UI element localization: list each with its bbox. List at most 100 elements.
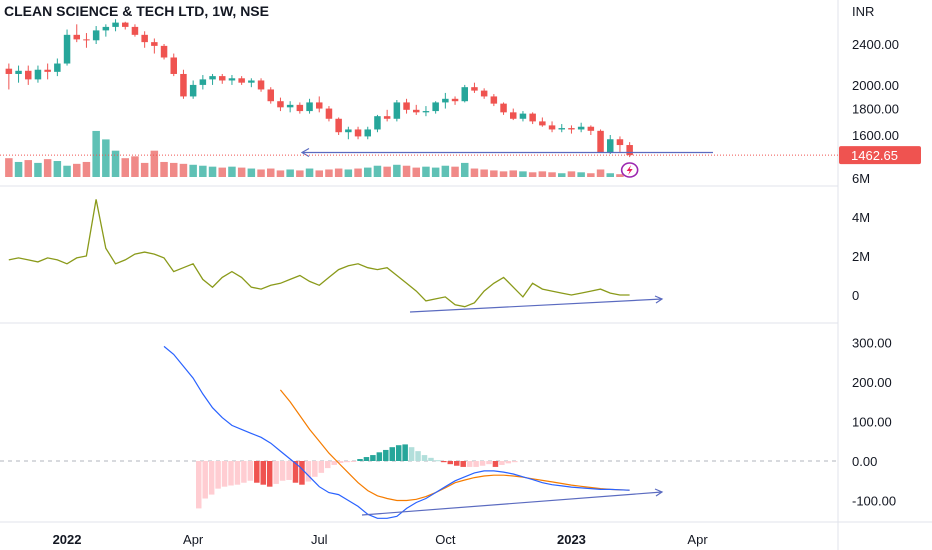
macd-histogram-bar (376, 452, 383, 461)
candle-body (219, 76, 226, 81)
volume-bar (170, 162, 178, 177)
candle (393, 100, 401, 122)
volume-bar (53, 161, 62, 177)
candle (25, 65, 32, 85)
macd-histogram-bar (460, 461, 466, 467)
price-axis: 2400.00 2000.00 1800.00 1600.00 (852, 37, 899, 143)
candle-body (92, 30, 100, 41)
candle (296, 102, 304, 114)
candle (587, 125, 595, 135)
volume-bar (237, 167, 246, 177)
candle (616, 136, 624, 153)
last-price-label: 1462.65 (851, 148, 898, 163)
lightning-icon[interactable] (620, 162, 639, 178)
volume-bar (470, 168, 479, 177)
macd-histogram-bar (447, 461, 454, 465)
time-axis-label: Jul (311, 532, 328, 547)
candle-body (277, 101, 284, 108)
candle (413, 104, 420, 115)
candle (238, 76, 245, 85)
volume-bar (461, 162, 469, 177)
volume-bar (121, 158, 129, 177)
volume-bar (150, 150, 159, 177)
candle-body (374, 116, 381, 130)
volume-bar (480, 169, 488, 177)
volume-bar (499, 171, 508, 177)
candle-body (25, 70, 32, 80)
candle (316, 96, 323, 113)
macd-histogram-bar (499, 461, 505, 465)
macd-histogram-bar (260, 461, 266, 485)
candle (510, 108, 517, 121)
candle-body (616, 139, 624, 146)
candle-body (73, 34, 80, 40)
volume-bar (102, 139, 110, 177)
volume-bar (422, 166, 430, 177)
macd-histogram-bar (215, 461, 221, 489)
macd-axis-label: 0.00 (852, 454, 877, 469)
volume-bar (596, 169, 605, 177)
candle-body (228, 78, 236, 81)
candle-body (383, 116, 391, 119)
macd-histogram-bar (389, 447, 395, 461)
macd-histogram-bar (512, 461, 518, 463)
candle (83, 33, 90, 48)
volume-bar (373, 165, 382, 177)
volume-bars (5, 130, 634, 177)
volume-bar (402, 165, 411, 177)
candle-body (597, 130, 604, 153)
macd-histogram-bar (337, 461, 344, 463)
macd-histogram-bar (350, 461, 357, 462)
volume-bar (179, 163, 188, 177)
candle (54, 58, 61, 77)
macd-histogram-bar (473, 461, 479, 467)
candle-body (510, 112, 517, 119)
candle (451, 96, 459, 105)
macd-axis-label: -100.00 (852, 494, 896, 509)
macd-histogram-bar (395, 445, 402, 461)
macd-histogram-bar (254, 461, 260, 483)
macd-trendline-arrow (654, 488, 664, 497)
volume-bar (82, 161, 91, 177)
macd-histogram-bar (454, 461, 460, 466)
candle-body (160, 45, 168, 58)
macd-histogram-bar (357, 459, 363, 461)
candle-body (44, 69, 51, 72)
candle-body (122, 22, 129, 27)
volume-bar (364, 167, 372, 177)
volume-bar (257, 169, 265, 177)
macd-histogram-bar (234, 461, 241, 485)
volume-bar (344, 169, 353, 177)
candle-body (248, 80, 255, 83)
volume-bar (548, 172, 556, 177)
time-axis-label: 2022 (53, 532, 82, 547)
candle (228, 75, 236, 85)
candle (209, 73, 216, 85)
candle (63, 29, 71, 66)
volume-axis-label: 0 (852, 288, 859, 303)
volume-bar (528, 172, 537, 177)
candle (422, 106, 430, 117)
volume-bar (199, 165, 207, 177)
candle (597, 129, 604, 153)
candle-body (451, 98, 459, 102)
candle-body (335, 118, 342, 133)
volume-bar (5, 158, 13, 177)
price-tick-label: 2400.00 (852, 37, 899, 52)
candle (490, 94, 498, 107)
candle (364, 126, 371, 140)
time-axis: 2022 Apr Jul Oct 2023 Apr (53, 532, 709, 547)
candle (558, 124, 565, 133)
macd-histogram-bar (299, 461, 305, 485)
candle-body (15, 70, 22, 74)
candle-body (325, 108, 333, 119)
candle-body (626, 145, 633, 156)
volume-bar (587, 173, 595, 177)
candle (122, 21, 129, 30)
volume-bar (189, 164, 197, 177)
candle-body (34, 69, 42, 80)
candle (442, 92, 449, 109)
candle-body (422, 111, 430, 113)
indicator-trendline (409, 298, 663, 313)
macd-histogram-bar (492, 461, 499, 467)
